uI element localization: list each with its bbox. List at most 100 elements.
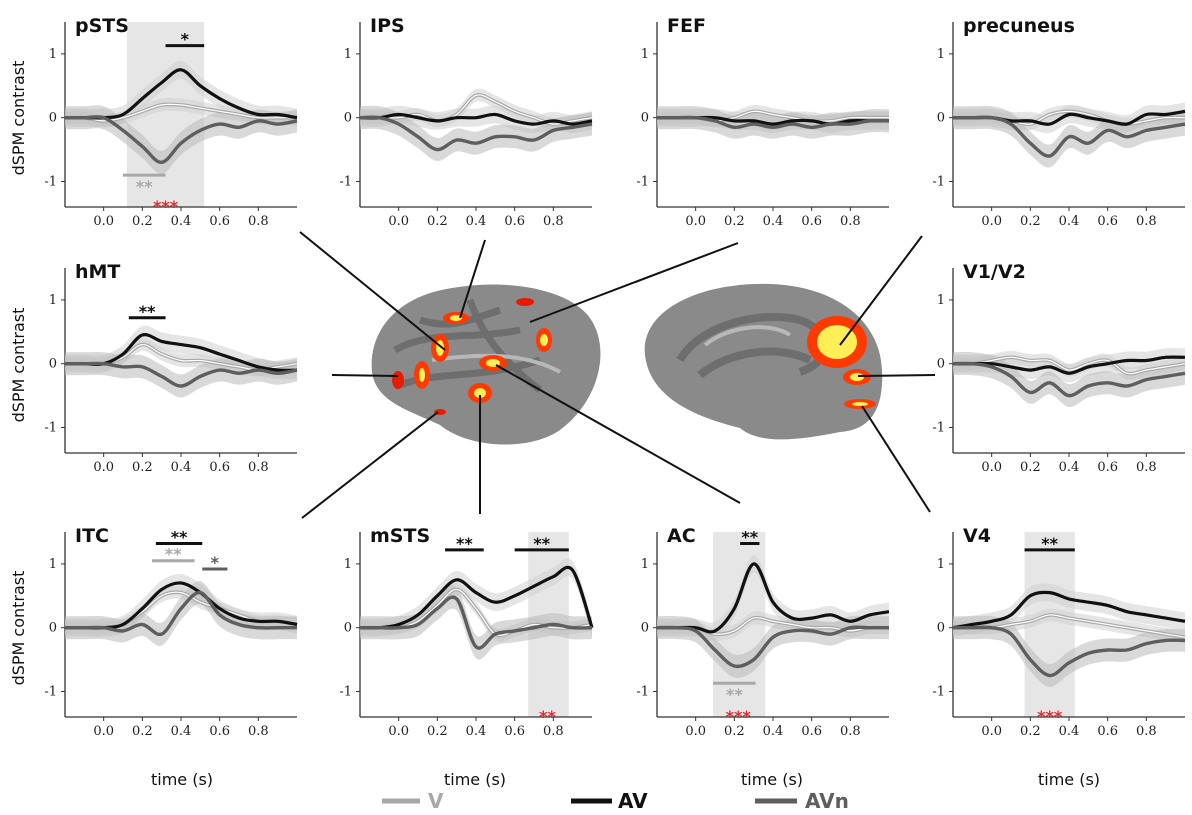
ylabel-row3: dSPM contrast: [9, 571, 28, 686]
panel-hmt: 1 0 -1 0.0 0.2 0.4 0.6 0.8 hMT **: [44, 261, 298, 475]
band-avn: [360, 105, 592, 162]
panel-title: ITC: [75, 525, 109, 547]
x-tick-label: 0.0: [93, 214, 114, 229]
band-avn: [657, 105, 889, 139]
series-avn-line: [953, 625, 1186, 678]
series-avn-line: [65, 590, 297, 637]
x-tick-label: 0.0: [388, 214, 409, 229]
y-tick-label: -1: [932, 684, 945, 699]
x-tick-label: 0.8: [1136, 460, 1157, 475]
x-tick-label: 0.0: [93, 724, 114, 739]
panel-title: FEF: [667, 15, 706, 37]
sig-stars: *: [211, 553, 220, 572]
x-tick-label: 0.6: [801, 214, 822, 229]
legend-label-v: V: [428, 789, 444, 813]
y-tick-label: 1: [49, 557, 57, 572]
band-av: [65, 60, 297, 127]
y-tick-label: 1: [344, 557, 352, 572]
series-avn-line: [656, 625, 889, 669]
x-tick-label: 0.2: [427, 214, 448, 229]
sig-stars: **: [139, 302, 156, 321]
xlabel-col4: time (s): [1038, 770, 1100, 789]
x-tick-label: 0.8: [248, 460, 269, 475]
y-tick-label: -1: [932, 174, 945, 189]
x-tick-label: 0.2: [1020, 214, 1041, 229]
x-tick-label: 0.2: [724, 214, 745, 229]
band-avn: [657, 615, 889, 678]
y-tick-label: -1: [636, 684, 649, 699]
y-tick-label: 0: [937, 357, 945, 372]
panel-v4: 10-10.0 0.2 0.4 0.6 0.8V4 *****: [932, 525, 1186, 739]
x-tick-label: 0.8: [248, 724, 269, 739]
panel-msts: 1 0 -1 0.0 0.2 0.4 0.6 0.8 mSTS ** ** **: [339, 525, 594, 739]
x-tick-label: 0.2: [132, 724, 153, 739]
sig-stars: *: [181, 30, 190, 49]
x-tick-label: 0.4: [1059, 214, 1080, 229]
x-tick-label: 0.4: [763, 214, 784, 229]
y-tick-label: 1: [937, 47, 945, 62]
band-avn: [65, 351, 297, 398]
panel-title: precuneus: [963, 15, 1075, 37]
xlabel-col1: time (s): [151, 770, 213, 789]
y-tick-label: 1: [49, 293, 57, 308]
panel-ac: 10-10.0 0.2 0.4 0.6 0.8AC *******: [636, 525, 890, 739]
series-av-line: [953, 355, 1186, 375]
x-tick-label: 0.6: [209, 214, 230, 229]
y-tick-label: -1: [636, 174, 649, 189]
panel-precuneus: 1 0 -1 0.0 0.2 0.4 0.6 0.8 precuneus: [932, 15, 1186, 229]
panel-fef: 1 0 -1 0.0 0.2 0.4 0.6 0.8 FEF: [636, 15, 890, 229]
y-tick-label: -1: [44, 174, 57, 189]
sig-stars: **: [165, 545, 182, 564]
x-tick-label: 0.8: [840, 724, 861, 739]
x-tick-label: 0.0: [93, 460, 114, 475]
panel-v1-v2: 1 0 -1 0.0 0.2 0.4 0.6 0.8 V1/V2: [932, 261, 1186, 475]
sig-stars: **: [726, 685, 743, 704]
series-avn-line: [360, 595, 593, 650]
sig-stars: ***: [1037, 707, 1063, 726]
x-tick-label: 0.6: [1097, 460, 1118, 475]
x-tick-label: 0.2: [132, 214, 153, 229]
y-tick-label: 0: [641, 621, 649, 636]
y-tick-label: 0: [937, 111, 945, 126]
x-tick-label: 0.0: [685, 724, 706, 739]
x-tick-label: 0.6: [1097, 724, 1118, 739]
series-v-core: [64, 103, 297, 122]
x-tick-label: 0.0: [685, 214, 706, 229]
x-tick-label: 0.2: [1020, 724, 1041, 739]
panel-title: pSTS: [75, 15, 129, 37]
y-tick-label: 0: [49, 621, 57, 636]
x-tick-label: 0.6: [209, 460, 230, 475]
x-tick-label: 0.4: [1059, 724, 1080, 739]
connector-lines: [299, 231, 936, 519]
x-tick-label: 0.8: [543, 214, 564, 229]
y-tick-label: 1: [641, 557, 649, 572]
sig-stars: **: [136, 177, 153, 196]
y-tick-label: -1: [339, 684, 352, 699]
sig-stars: ***: [153, 197, 179, 216]
y-tick-label: 1: [641, 47, 649, 62]
series-avn-line: [657, 115, 890, 130]
sig-stars: **: [533, 534, 550, 553]
y-tick-label: 1: [937, 557, 945, 572]
series-v-core: [952, 356, 1186, 375]
y-tick-label: -1: [44, 420, 57, 435]
xlabel-col3: time (s): [741, 770, 803, 789]
y-tick-label: 0: [937, 621, 945, 636]
x-tick-label: 0.6: [1097, 214, 1118, 229]
series-avn-line: [65, 361, 298, 388]
x-tick-label: 0.6: [504, 724, 525, 739]
x-tick-label: 0.2: [1020, 460, 1041, 475]
series-avn-line: [953, 115, 1186, 158]
y-tick-label: 0: [49, 357, 57, 372]
y-tick-label: 1: [344, 47, 352, 62]
sig-stars: **: [171, 527, 188, 546]
series-av-line: [359, 565, 594, 630]
panel-title: mSTS: [370, 525, 430, 547]
sig-stars: ***: [726, 707, 752, 726]
ylabel-row2: dSPM contrast: [9, 308, 28, 423]
x-tick-label: 0.4: [763, 724, 784, 739]
x-tick-label: 0.8: [248, 214, 269, 229]
